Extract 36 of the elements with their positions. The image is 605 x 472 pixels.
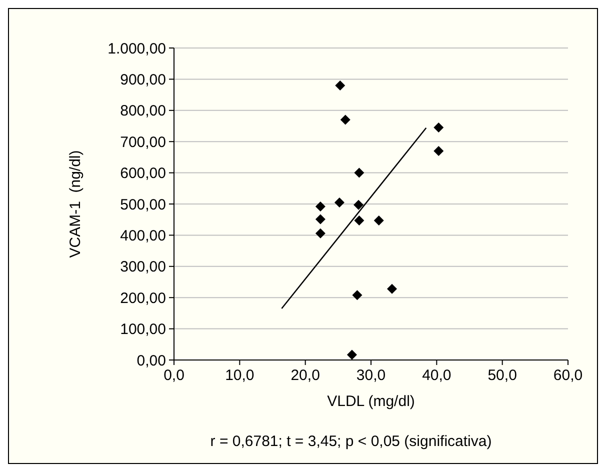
x-tick-label: 30,0 [356, 367, 386, 384]
y-tick-label: 500,00 [120, 196, 166, 214]
x-tick-label: 0,0 [164, 367, 184, 384]
point [354, 168, 364, 178]
point [387, 284, 398, 294]
y-tick-label: 700,00 [120, 134, 166, 151]
y-tick-label: 600,00 [120, 165, 166, 182]
x-axis-title: VLDL (mg/dl) [327, 393, 415, 410]
y-tick-label: 1.000,00 [108, 40, 166, 58]
point [374, 216, 384, 226]
point [315, 214, 326, 224]
point [346, 350, 357, 360]
point [335, 80, 346, 90]
x-tick-label: 20,0 [290, 367, 320, 384]
x-tick-label: 60,0 [553, 367, 583, 384]
x-tick-label: 10,0 [225, 367, 254, 384]
point [334, 197, 344, 208]
point [315, 201, 326, 212]
point [434, 122, 444, 133]
point [354, 216, 364, 226]
point [340, 114, 350, 125]
point [352, 290, 362, 300]
y-tick-label: 300,00 [120, 258, 166, 276]
y-tick-label: 200,00 [120, 290, 166, 307]
point [315, 228, 326, 238]
y-tick-label: 900,00 [120, 71, 166, 88]
y-tick-label: 100,00 [120, 321, 166, 338]
y-tick-label: 800,00 [120, 102, 166, 120]
x-tick-label: 50,0 [488, 367, 517, 384]
x-tick-label: 40,0 [422, 367, 452, 384]
point [354, 200, 364, 210]
point [434, 146, 444, 156]
y-tick-label: 400,00 [120, 227, 166, 244]
y-axis-title: VCAM-1 (ng/dl) [67, 150, 84, 258]
y-tick-label: 0,00 [136, 352, 166, 370]
text: r = 0,6781; t = 3,45; p < 0,05 (significativa) [210, 433, 492, 450]
